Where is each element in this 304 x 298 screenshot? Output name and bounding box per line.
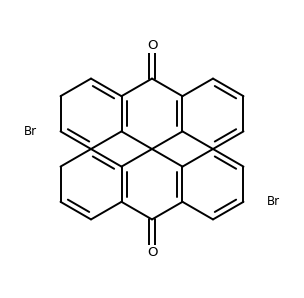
Text: O: O [147, 39, 157, 52]
Text: Br: Br [267, 195, 280, 208]
Text: Br: Br [24, 125, 37, 138]
Text: O: O [147, 246, 157, 259]
